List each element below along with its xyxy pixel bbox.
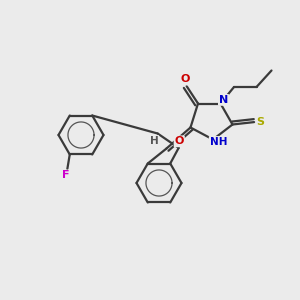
Text: O: O xyxy=(180,74,190,85)
Text: N: N xyxy=(219,95,228,105)
Text: O: O xyxy=(175,136,184,146)
Text: F: F xyxy=(62,170,70,181)
Text: H: H xyxy=(149,136,158,146)
Text: NH: NH xyxy=(210,137,227,147)
Text: S: S xyxy=(257,117,265,127)
